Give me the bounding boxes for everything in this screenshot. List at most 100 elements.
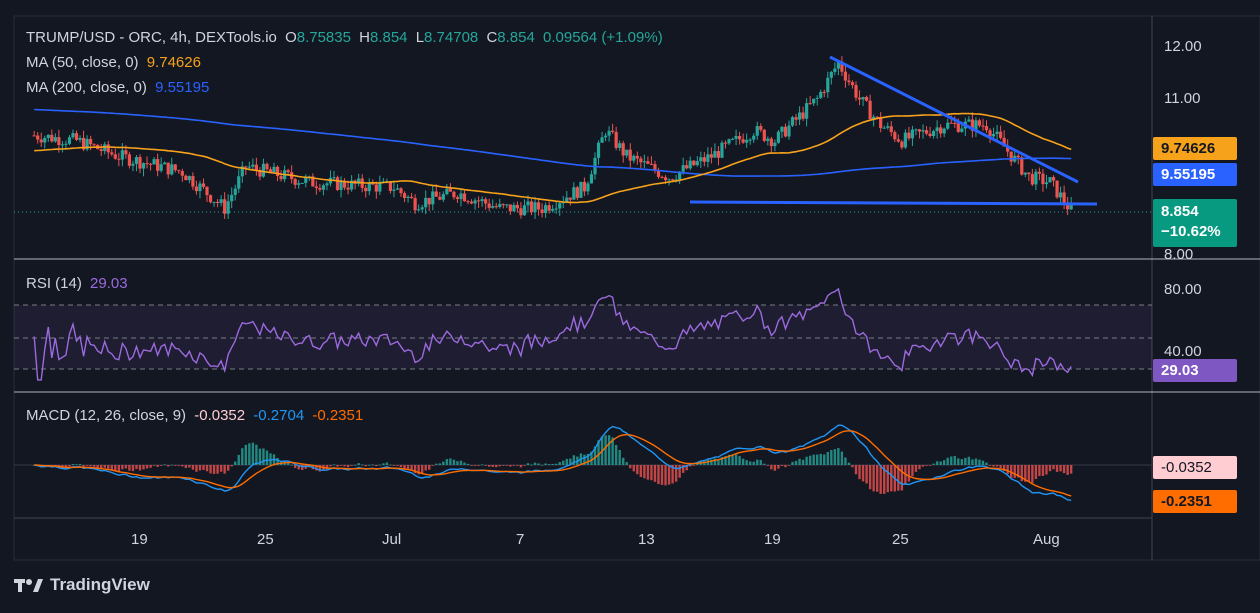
macd-hist-bar (276, 457, 279, 465)
support-trendline[interactable] (689, 200, 1098, 206)
candle-body (191, 176, 195, 187)
macd-hist-bar (385, 462, 389, 465)
macd-hist-bar (756, 459, 759, 465)
candle-body (819, 91, 823, 98)
macd-hist-bar (816, 454, 819, 465)
macd-hist-bar (625, 461, 628, 465)
candle-body (805, 103, 809, 119)
macd-hist-bar (92, 465, 96, 467)
candle-body (374, 184, 378, 192)
candle-body (607, 130, 611, 136)
candle-body (822, 91, 826, 93)
descending-trendline[interactable] (829, 55, 1079, 184)
macd-hist-bar (1041, 465, 1045, 476)
macd-hist-bar (823, 454, 826, 465)
candle-body (995, 131, 999, 134)
macd-hist-bar (830, 449, 833, 465)
candle-body (445, 188, 449, 195)
high-value: 8.854 (369, 29, 408, 46)
candle-body (434, 191, 438, 197)
macd-hist-bar (1066, 465, 1069, 475)
candles-group (32, 56, 1073, 220)
macd-hist-bar (611, 437, 614, 465)
macd-hist-bar (1024, 465, 1027, 482)
macd-hist-bar (71, 463, 75, 465)
macd-hist-bar (826, 451, 829, 465)
candle-body (932, 131, 936, 137)
candle-body (522, 205, 527, 216)
macd-hist-bar (833, 449, 837, 465)
macd-hist-bar (791, 461, 794, 465)
candle-body (632, 155, 636, 161)
candle-body (526, 201, 530, 206)
macd-hist-bar (801, 459, 805, 465)
open-value: 8.75835 (296, 29, 351, 46)
macd-hist-bar (417, 465, 420, 475)
macd-hist-bar (844, 457, 847, 465)
macd-hist-bar (858, 465, 861, 480)
candle-body (170, 164, 174, 175)
tradingview-logo[interactable]: TradingView (14, 575, 150, 595)
candle-body (794, 117, 798, 120)
candle-body (769, 138, 773, 147)
macd-label: MACD (12, 26, close, 9) (26, 407, 187, 424)
macd-hist-bar (399, 465, 403, 468)
candle-body (850, 82, 855, 86)
candle-body (829, 71, 833, 78)
macd-hist-bar (540, 464, 544, 466)
candle-body (713, 151, 717, 158)
macd-hist-bar (787, 465, 791, 466)
candle-body (720, 142, 724, 158)
candle-body (699, 157, 703, 162)
candle-body (981, 125, 985, 127)
candle-body (1069, 204, 1073, 210)
candle-body (1041, 173, 1045, 185)
candle-body (970, 119, 975, 131)
macd-hist-bar (1069, 465, 1073, 474)
candle-body (1037, 171, 1042, 174)
candle-body (681, 165, 685, 172)
ma50-line (34, 112, 1072, 204)
macd-hist-bar (89, 465, 92, 467)
macd-hist-bar (964, 457, 967, 465)
candle-body (60, 144, 65, 146)
candle-body (53, 137, 57, 142)
candle-body (988, 130, 992, 137)
candle-body (840, 61, 844, 72)
candle-body (350, 180, 354, 190)
macd-hist-bar (696, 463, 699, 465)
candle-body (568, 197, 572, 200)
candle-body (364, 187, 368, 192)
candle-body (265, 163, 269, 170)
candle-body (314, 186, 318, 189)
candle-body (540, 209, 544, 214)
time-tick-13: 13 (638, 531, 655, 548)
macd-hist-bar (576, 456, 579, 465)
macd-hist-bar (748, 461, 752, 465)
candle-body (431, 191, 435, 205)
macd-hist-bar (152, 465, 156, 466)
candle-body (325, 183, 329, 186)
candle-body (318, 188, 322, 190)
candle-body (759, 126, 763, 130)
candle-body (575, 187, 579, 198)
ma200-legend[interactable]: MA (200, close, 0) 9.55195 (26, 79, 213, 96)
macd-hist-bar (674, 465, 678, 482)
candle-body (424, 197, 428, 208)
macd-hist-bar (897, 465, 900, 491)
candle-body (152, 159, 156, 165)
macd-hist-bar (632, 465, 635, 472)
macd-hist-bar (480, 464, 484, 466)
ma50-legend[interactable]: MA (50, close, 0) 9.74626 (26, 54, 205, 71)
candle-body (491, 206, 495, 208)
macd-hist-bar (992, 465, 995, 467)
macd-hist-bar (135, 465, 138, 470)
macd-hist-bar (262, 448, 265, 465)
last-price-change: −10.62% (1161, 223, 1221, 240)
macd-hist-bar (569, 458, 572, 465)
rsi-legend[interactable]: RSI (14) 29.03 (26, 275, 132, 292)
macd-legend[interactable]: MACD (12, 26, close, 9) -0.0352 -0.2704 … (26, 407, 367, 424)
candle-body (74, 133, 79, 140)
macd-hist-bar (420, 465, 424, 474)
